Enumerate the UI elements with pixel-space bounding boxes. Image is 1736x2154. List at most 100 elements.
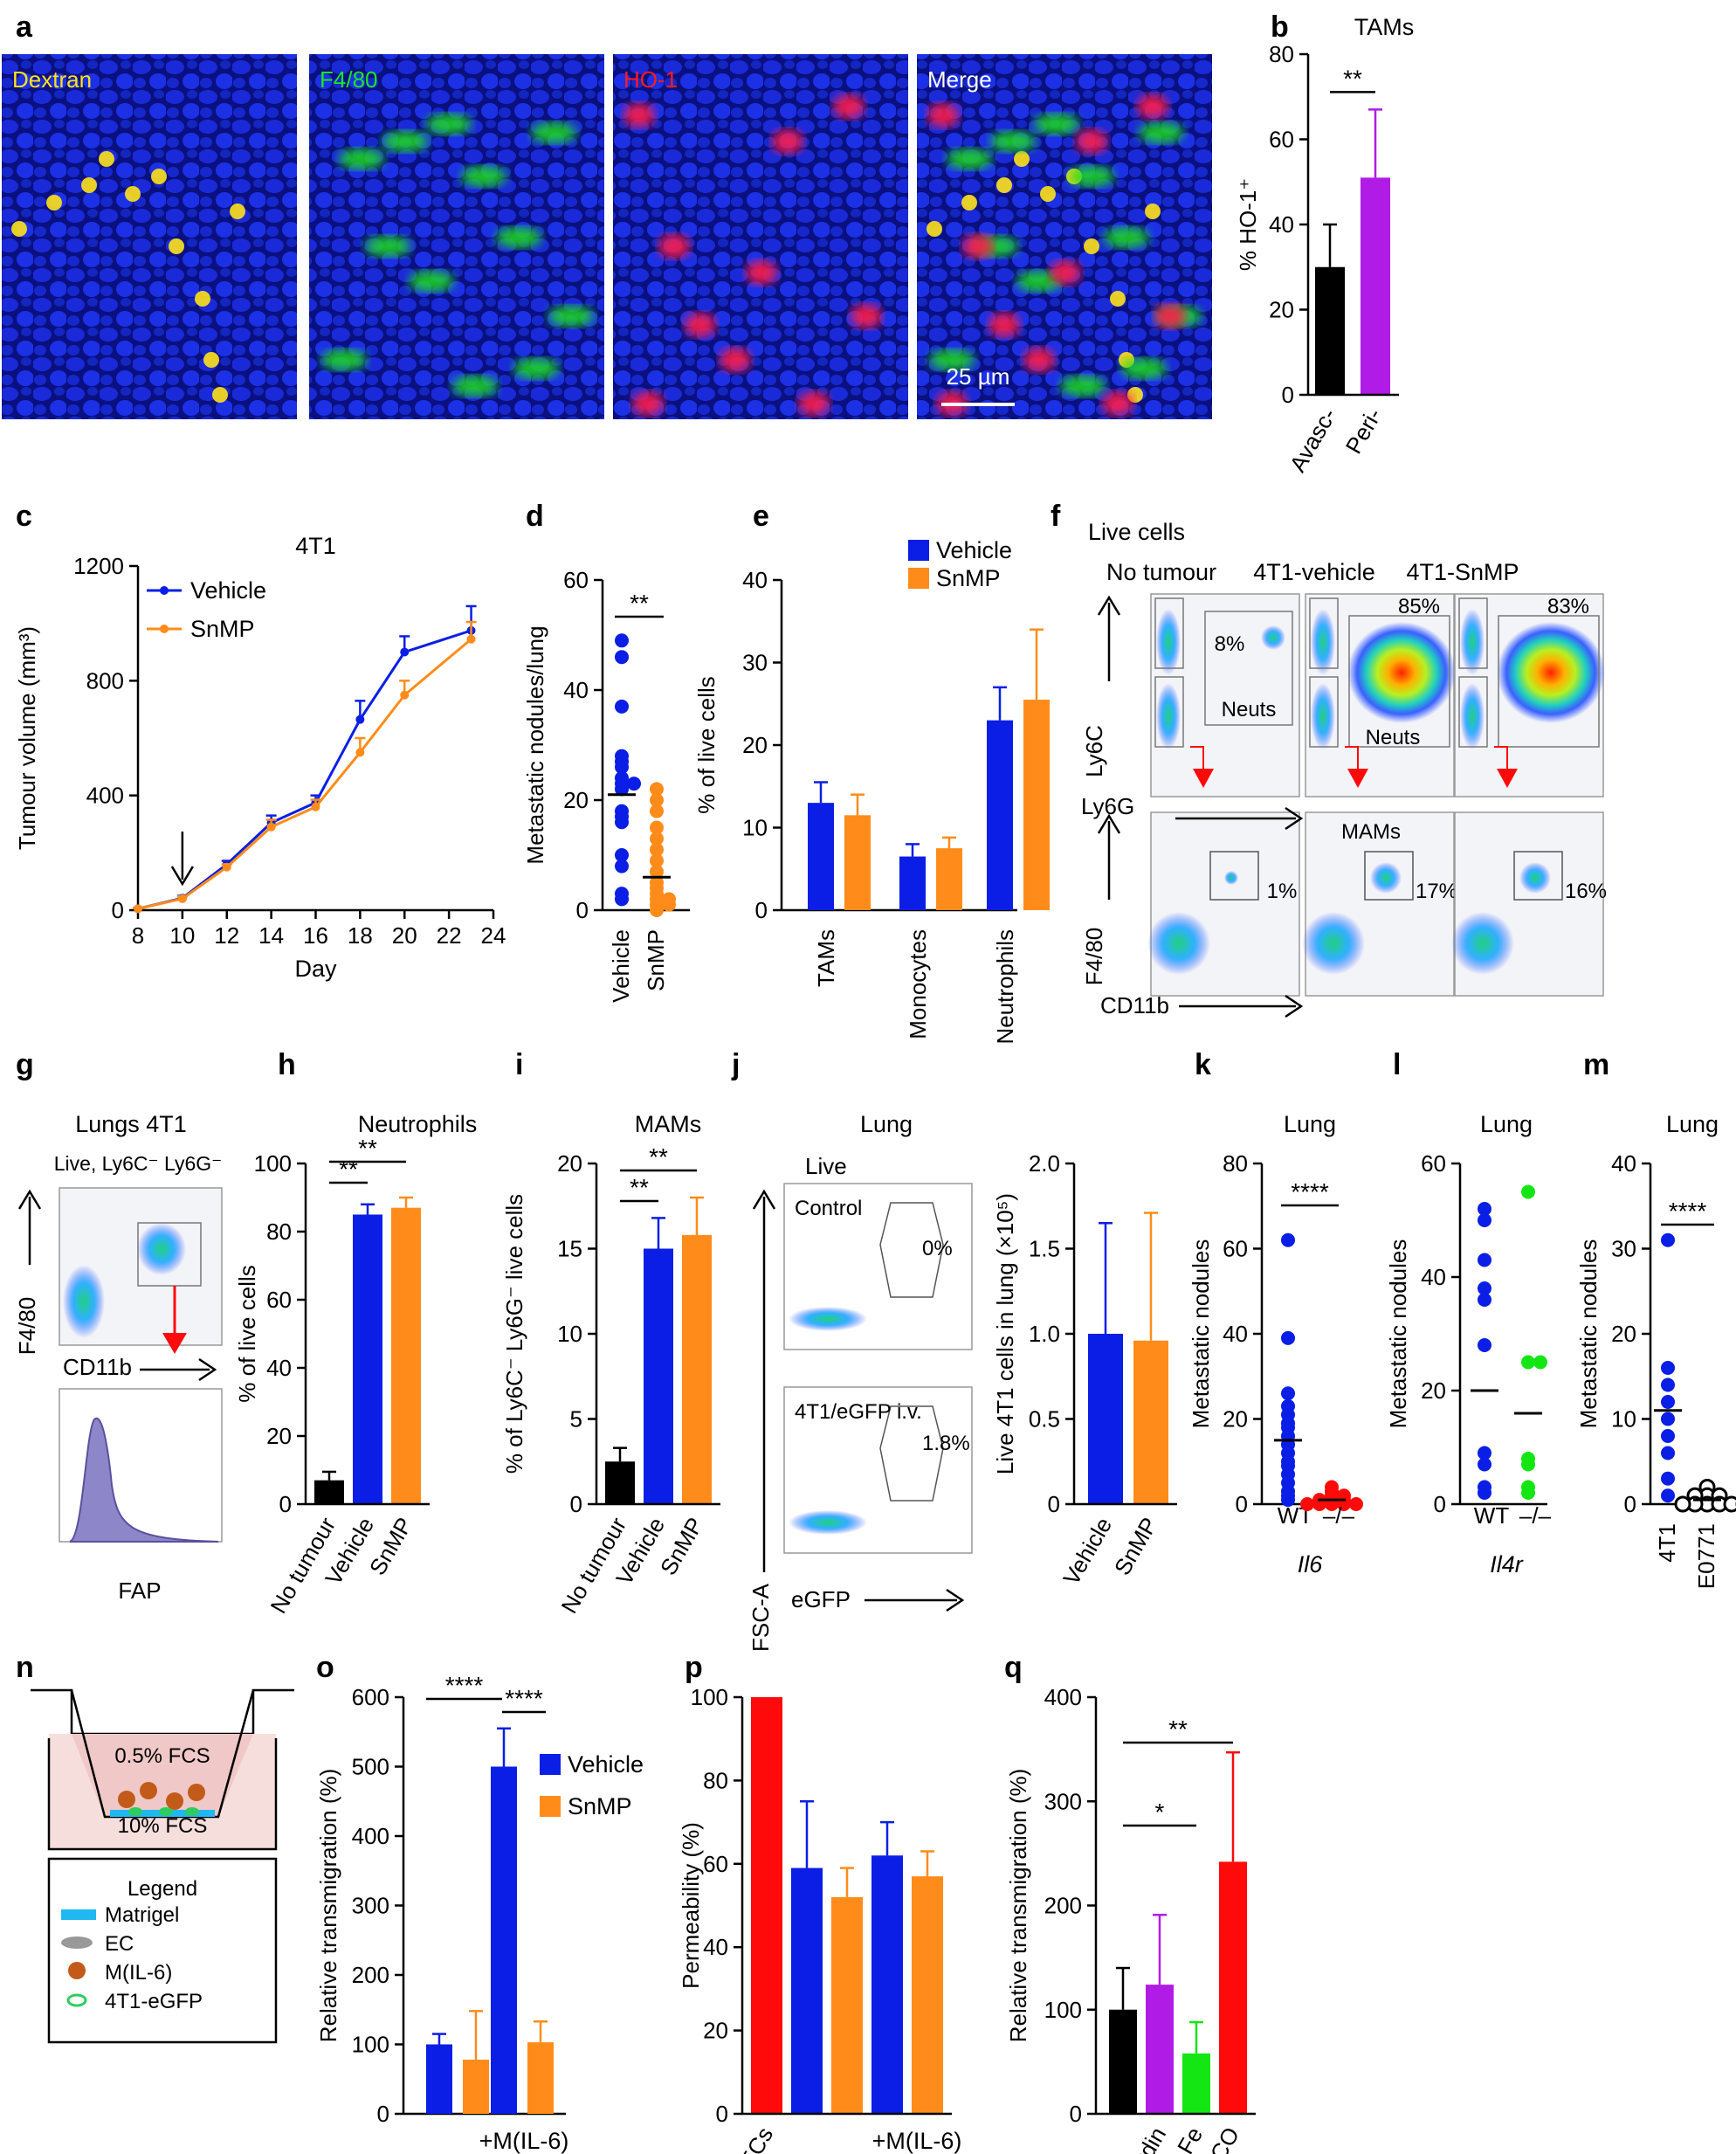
legend-icon [61,1909,96,1920]
gate [1364,851,1414,901]
bar-b0 [1109,2009,1137,2114]
error [399,1196,413,1208]
significance-label: **** [1669,1198,1707,1225]
data-point [615,760,629,775]
y-tick-label: 30 [1611,1236,1636,1262]
y-tick-label: 60 [1223,1236,1248,1262]
y-tick-label: 400 [1044,1684,1082,1710]
y-tick-label: 5 [570,1406,582,1433]
group-label: Il6 [1298,1551,1324,1578]
data-point [650,820,664,835]
y-tick-label: 0 [570,1491,582,1517]
bar-vehicle [644,1248,673,1504]
chart-title: TAMs [1354,14,1415,40]
gating-arrow [1193,769,1214,788]
y-tick-label: 30 [742,650,768,676]
x-tick-label: 22 [437,922,462,949]
ho1-cell [1102,391,1133,416]
macrophage [118,1791,135,1808]
gate-percent: 17% [1416,880,1457,903]
data-point [615,848,629,862]
group-1: E0771 [1674,1479,1736,1589]
data-point [1661,1395,1675,1409]
data-point [1478,1486,1491,1500]
dextran-spot [961,195,977,211]
significance-label: ** [649,1143,668,1170]
error [534,2020,548,2043]
y-tick-label: 20 [1269,297,1294,323]
panel-letter-n: n [16,1651,34,1684]
gating-arrow [162,1333,187,1354]
error [690,1196,704,1235]
y-tick-label: 100 [254,1150,292,1177]
ho1-cell [1023,348,1055,372]
panel-q-chart: 0 100 200 300 400 Relative transmigration (%)… [1005,1684,1256,2154]
error [361,1203,375,1215]
micrograph-4: Merge [917,54,1212,419]
chart-title: Lung [1666,1111,1719,1137]
panel-b-chart: 0 20 40 60 80 % HO-1⁺ TAMs Avasc-Peri- ** [1235,14,1414,476]
panel-j2-chart: 0 0.5 1.0 1.5 2.0 Live 4T1 cells in lung (×10… [992,1150,1177,1590]
bar-avasc [1315,266,1345,395]
series-snmp: SnMP [133,616,477,914]
flow-label: 4T1/eGFP i.v. [795,1400,922,1424]
panel-letter-p: p [685,1651,703,1684]
dextran-spot [151,169,167,184]
panel-p-chart: 0 20 40 60 80 100 Permeability (%) No ECs +M(IL-… [678,1684,961,2154]
y-tick-label: 80 [1269,41,1294,67]
legend-swatch [908,568,929,589]
error [1226,1750,1240,1862]
chart-title: MAMs [635,1111,702,1137]
y-tick-label: 0 [1048,1491,1060,1517]
dextran-spot [169,238,184,254]
panel-d-chart: 0 20 40 60 Metastatic nodules/lung Vehicle SnM… [522,567,690,1003]
y-axis-title: Metastatic nodules/lung [522,625,548,864]
x-tick-label: 4T1 [1654,1523,1680,1563]
gating-connector [1345,746,1359,769]
significance-label: ** [1168,1716,1188,1743]
bar-snmp [682,1234,712,1504]
arrowhead [198,1357,217,1382]
data-point [1521,1486,1535,1500]
f480-cell [452,376,498,397]
flow-0: Control 0% [783,1183,973,1350]
gate-percent: 8% [1215,632,1245,656]
bar [808,803,834,910]
data-point [1478,1253,1491,1267]
y-tick-label: 2.0 [1029,1150,1060,1177]
axis-title: FAP [118,1578,161,1604]
data-point [615,650,629,665]
gate [1309,676,1339,748]
neut-population [1261,625,1285,650]
x-tick-label: Vehicle [608,929,634,1003]
data-point [615,699,629,714]
series-line [137,638,472,910]
gate [1309,597,1339,669]
y-tick-label: 300 [352,1893,389,1919]
stain-layer [11,151,245,403]
error [906,843,920,857]
panel-k-chart: 0 20 40 60 80 Metastatic nodules Lung WT –/– ****… [1188,1111,1363,1578]
flow-bottom-2: 16% [1451,811,1607,997]
y-tick-label: 80 [266,1219,292,1245]
density-cloud [137,1223,186,1275]
data-point [650,832,664,846]
error [1323,223,1337,267]
legend-label: Vehicle [190,577,266,604]
panel-letter-i: i [515,1048,523,1081]
mam-population [1224,871,1238,885]
panel-g: Lungs 4T1 Live, Ly6C⁻ Ly6G⁻ F4/80 CD11b FAP [14,1111,223,1604]
data-point [355,748,365,757]
bar [491,1766,517,2114]
gate-percent: 85% [1398,595,1440,618]
density-cloud [1302,912,1365,975]
y-tick-label: 40 [1269,211,1294,238]
error [1153,1913,1167,1985]
bar [936,848,962,910]
error [1116,1966,1130,2010]
y-axis-title: Metastatic nodules [1575,1239,1602,1429]
panel-letter-m: m [1583,1048,1609,1081]
y-tick-label: 200 [1044,1893,1082,1919]
f480-cell [1139,122,1184,143]
